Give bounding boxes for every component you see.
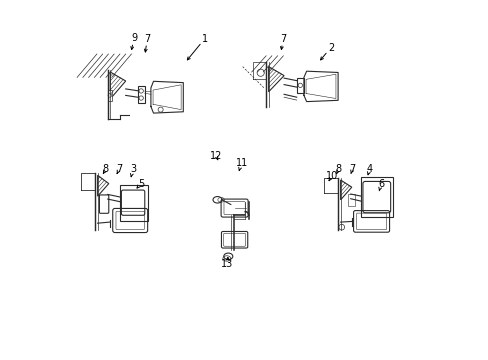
- Text: 2: 2: [327, 42, 333, 53]
- Text: 13: 13: [221, 258, 233, 269]
- Text: 12: 12: [209, 150, 222, 161]
- Bar: [107, 90, 112, 101]
- Bar: [347, 194, 354, 206]
- Text: 10: 10: [325, 171, 337, 181]
- Text: 7: 7: [116, 164, 122, 174]
- Text: 1: 1: [202, 33, 207, 44]
- Bar: [120, 185, 147, 221]
- Text: 7: 7: [348, 164, 355, 174]
- Bar: [296, 78, 303, 93]
- Text: 7: 7: [279, 33, 285, 44]
- Text: 8: 8: [335, 164, 341, 174]
- Text: 3: 3: [130, 164, 136, 174]
- Text: 9: 9: [131, 33, 137, 43]
- Text: 8: 8: [102, 164, 109, 174]
- Text: 11: 11: [235, 158, 247, 168]
- Text: 6: 6: [377, 179, 384, 189]
- Text: 7: 7: [144, 33, 150, 44]
- Text: 4: 4: [366, 164, 372, 174]
- Bar: [137, 86, 144, 103]
- Text: 5: 5: [138, 179, 143, 189]
- Bar: [361, 177, 392, 217]
